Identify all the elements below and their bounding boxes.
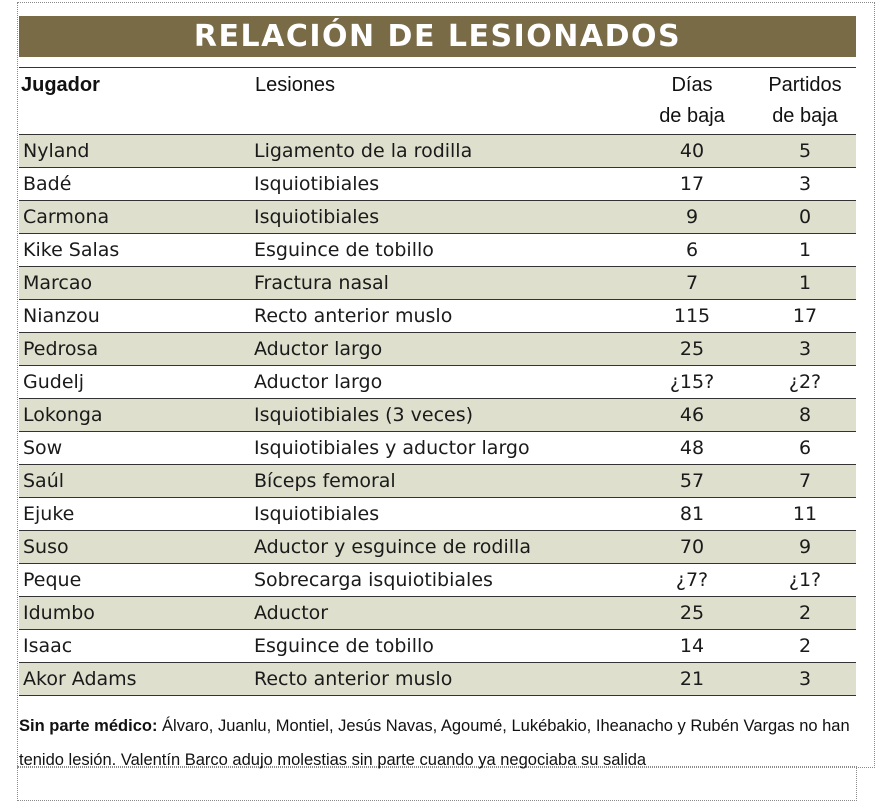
- player-name: Isaac: [23, 635, 73, 657]
- matches-out-cell: 0: [798, 206, 812, 228]
- days-out-cell: ¿15?: [669, 371, 715, 393]
- table-row: Isaac Esguince de tobillo 14 2: [19, 630, 856, 663]
- matches-out-cell: ¿1?: [788, 569, 822, 591]
- matches-out-cell: 9: [798, 536, 812, 558]
- injury-table: Jugador Lesiones Días de baja Partidos d…: [19, 67, 856, 696]
- days-out-cell: 17: [679, 173, 705, 195]
- player-name: Saúl: [23, 470, 65, 492]
- table-row: Marcao Fractura nasal 7 1: [19, 267, 856, 300]
- matches-out-cell: 3: [798, 173, 812, 195]
- header-matches-line1: Partidos: [768, 74, 842, 96]
- injury-cell: Esguince de tobillo: [254, 635, 434, 657]
- injury-cell: Isquiotibiales y aductor largo: [254, 437, 530, 459]
- days-out-cell: 40: [679, 140, 705, 162]
- player-name: Ejuke: [23, 503, 75, 525]
- days-out-cell: 81: [679, 503, 705, 525]
- injury-cell: Isquiotibiales: [254, 173, 380, 195]
- days-out-cell: ¿7?: [675, 569, 709, 591]
- matches-out-cell: 8: [798, 404, 812, 426]
- player-name: Marcao: [23, 272, 93, 294]
- header-matches-line2: de baja: [772, 105, 838, 127]
- table-row: Kike Salas Esguince de tobillo 6 1: [19, 234, 856, 267]
- footnote-label: Sin parte médico:: [19, 717, 158, 735]
- matches-out-cell: 3: [798, 668, 812, 690]
- days-out-cell: 6: [685, 239, 699, 261]
- days-out-cell: 46: [679, 404, 705, 426]
- matches-out-cell: 2: [798, 635, 812, 657]
- injury-cell: Isquiotibiales (3 veces): [254, 404, 474, 426]
- matches-out-cell: 1: [798, 239, 812, 261]
- days-out-cell: 21: [679, 668, 705, 690]
- table-row: Idumbo Aductor 25 2: [19, 597, 856, 630]
- days-out-cell: 25: [679, 338, 705, 360]
- table-row: Badé Isquiotibiales 17 3: [19, 168, 856, 201]
- days-out-cell: 57: [679, 470, 705, 492]
- player-name: Nianzou: [23, 305, 100, 327]
- player-name: Pedrosa: [23, 338, 99, 360]
- player-name: Carmona: [23, 206, 110, 228]
- table-row: Ejuke Isquiotibiales 81 11: [19, 498, 856, 531]
- header-injuries: Lesiones: [255, 74, 336, 96]
- days-out-cell: 25: [679, 602, 705, 624]
- player-name: Kike Salas: [23, 239, 120, 261]
- injury-cell: Recto anterior muslo: [254, 668, 453, 690]
- player-name: Nyland: [23, 140, 90, 162]
- matches-out-cell: ¿2?: [788, 371, 822, 393]
- injury-cell: Esguince de tobillo: [254, 239, 434, 261]
- injury-cell: Recto anterior muslo: [254, 305, 453, 327]
- injury-cell: Isquiotibiales: [254, 206, 380, 228]
- player-name: Idumbo: [23, 602, 95, 624]
- table-row: Akor Adams Recto anterior muslo 21 3: [19, 663, 856, 696]
- table-row: Lokonga Isquiotibiales (3 veces) 46 8: [19, 399, 856, 432]
- table-row: Sow Isquiotibiales y aductor largo 48 6: [19, 432, 856, 465]
- injury-cell: Aductor largo: [254, 371, 383, 393]
- matches-out-cell: 11: [792, 503, 818, 525]
- injury-cell: Sobrecarga isquiotibiales: [254, 569, 493, 591]
- injury-cell: Fractura nasal: [254, 272, 389, 294]
- table-row: Saúl Bíceps femoral 57 7: [19, 465, 856, 498]
- player-name: Lokonga: [23, 404, 103, 426]
- header-days-line1: Días: [671, 74, 713, 96]
- player-name: Gudelj: [23, 371, 85, 393]
- injury-cell: Aductor y esguince de rodilla: [254, 536, 531, 558]
- table-row: Carmona Isquiotibiales 9 0: [19, 201, 856, 234]
- table-row: Suso Aductor y esguince de rodilla 70 9: [19, 531, 856, 564]
- player-name: Peque: [23, 569, 82, 591]
- header-days-line2: de baja: [659, 105, 725, 127]
- player-name: Sow: [23, 437, 63, 459]
- player-name: Badé: [23, 173, 72, 195]
- player-name: Akor Adams: [23, 668, 137, 690]
- matches-out-cell: 2: [798, 602, 812, 624]
- footnote: Sin parte médico: Álvaro, Juanlu, Montie…: [19, 709, 855, 777]
- table-row: Nyland Ligamento de la rodilla 40 5: [19, 135, 856, 168]
- table-row: Pedrosa Aductor largo 25 3: [19, 333, 856, 366]
- matches-out-cell: 1: [798, 272, 812, 294]
- injury-cell: Aductor: [254, 602, 329, 624]
- table-row: Peque Sobrecarga isquiotibiales ¿7? ¿1?: [19, 564, 856, 597]
- injury-cell: Isquiotibiales: [254, 503, 380, 525]
- title-banner: RELACIÓN DE LESIONADOS: [19, 16, 856, 57]
- matches-out-cell: 17: [792, 305, 818, 327]
- days-out-cell: 70: [679, 536, 705, 558]
- table-header: Jugador Lesiones Días de baja Partidos d…: [19, 67, 856, 135]
- matches-out-cell: 5: [798, 140, 812, 162]
- injury-cell: Bíceps femoral: [254, 470, 396, 492]
- days-out-cell: 7: [685, 272, 699, 294]
- page-title: RELACIÓN DE LESIONADOS: [193, 19, 682, 54]
- matches-out-cell: 7: [798, 470, 812, 492]
- injury-cell: Aductor largo: [254, 338, 383, 360]
- player-name: Suso: [23, 536, 69, 558]
- days-out-cell: 115: [673, 305, 711, 327]
- days-out-cell: 9: [685, 206, 699, 228]
- table-row: Nianzou Recto anterior muslo 115 17: [19, 300, 856, 333]
- days-out-cell: 48: [679, 437, 705, 459]
- header-player: Jugador: [21, 74, 100, 96]
- matches-out-cell: 3: [798, 338, 812, 360]
- matches-out-cell: 6: [798, 437, 812, 459]
- days-out-cell: 14: [679, 635, 705, 657]
- injury-cell: Ligamento de la rodilla: [254, 140, 473, 162]
- table-row: Gudelj Aductor largo ¿15? ¿2?: [19, 366, 856, 399]
- footnote-text: Álvaro, Juanlu, Montiel, Jesús Navas, Ag…: [19, 717, 850, 769]
